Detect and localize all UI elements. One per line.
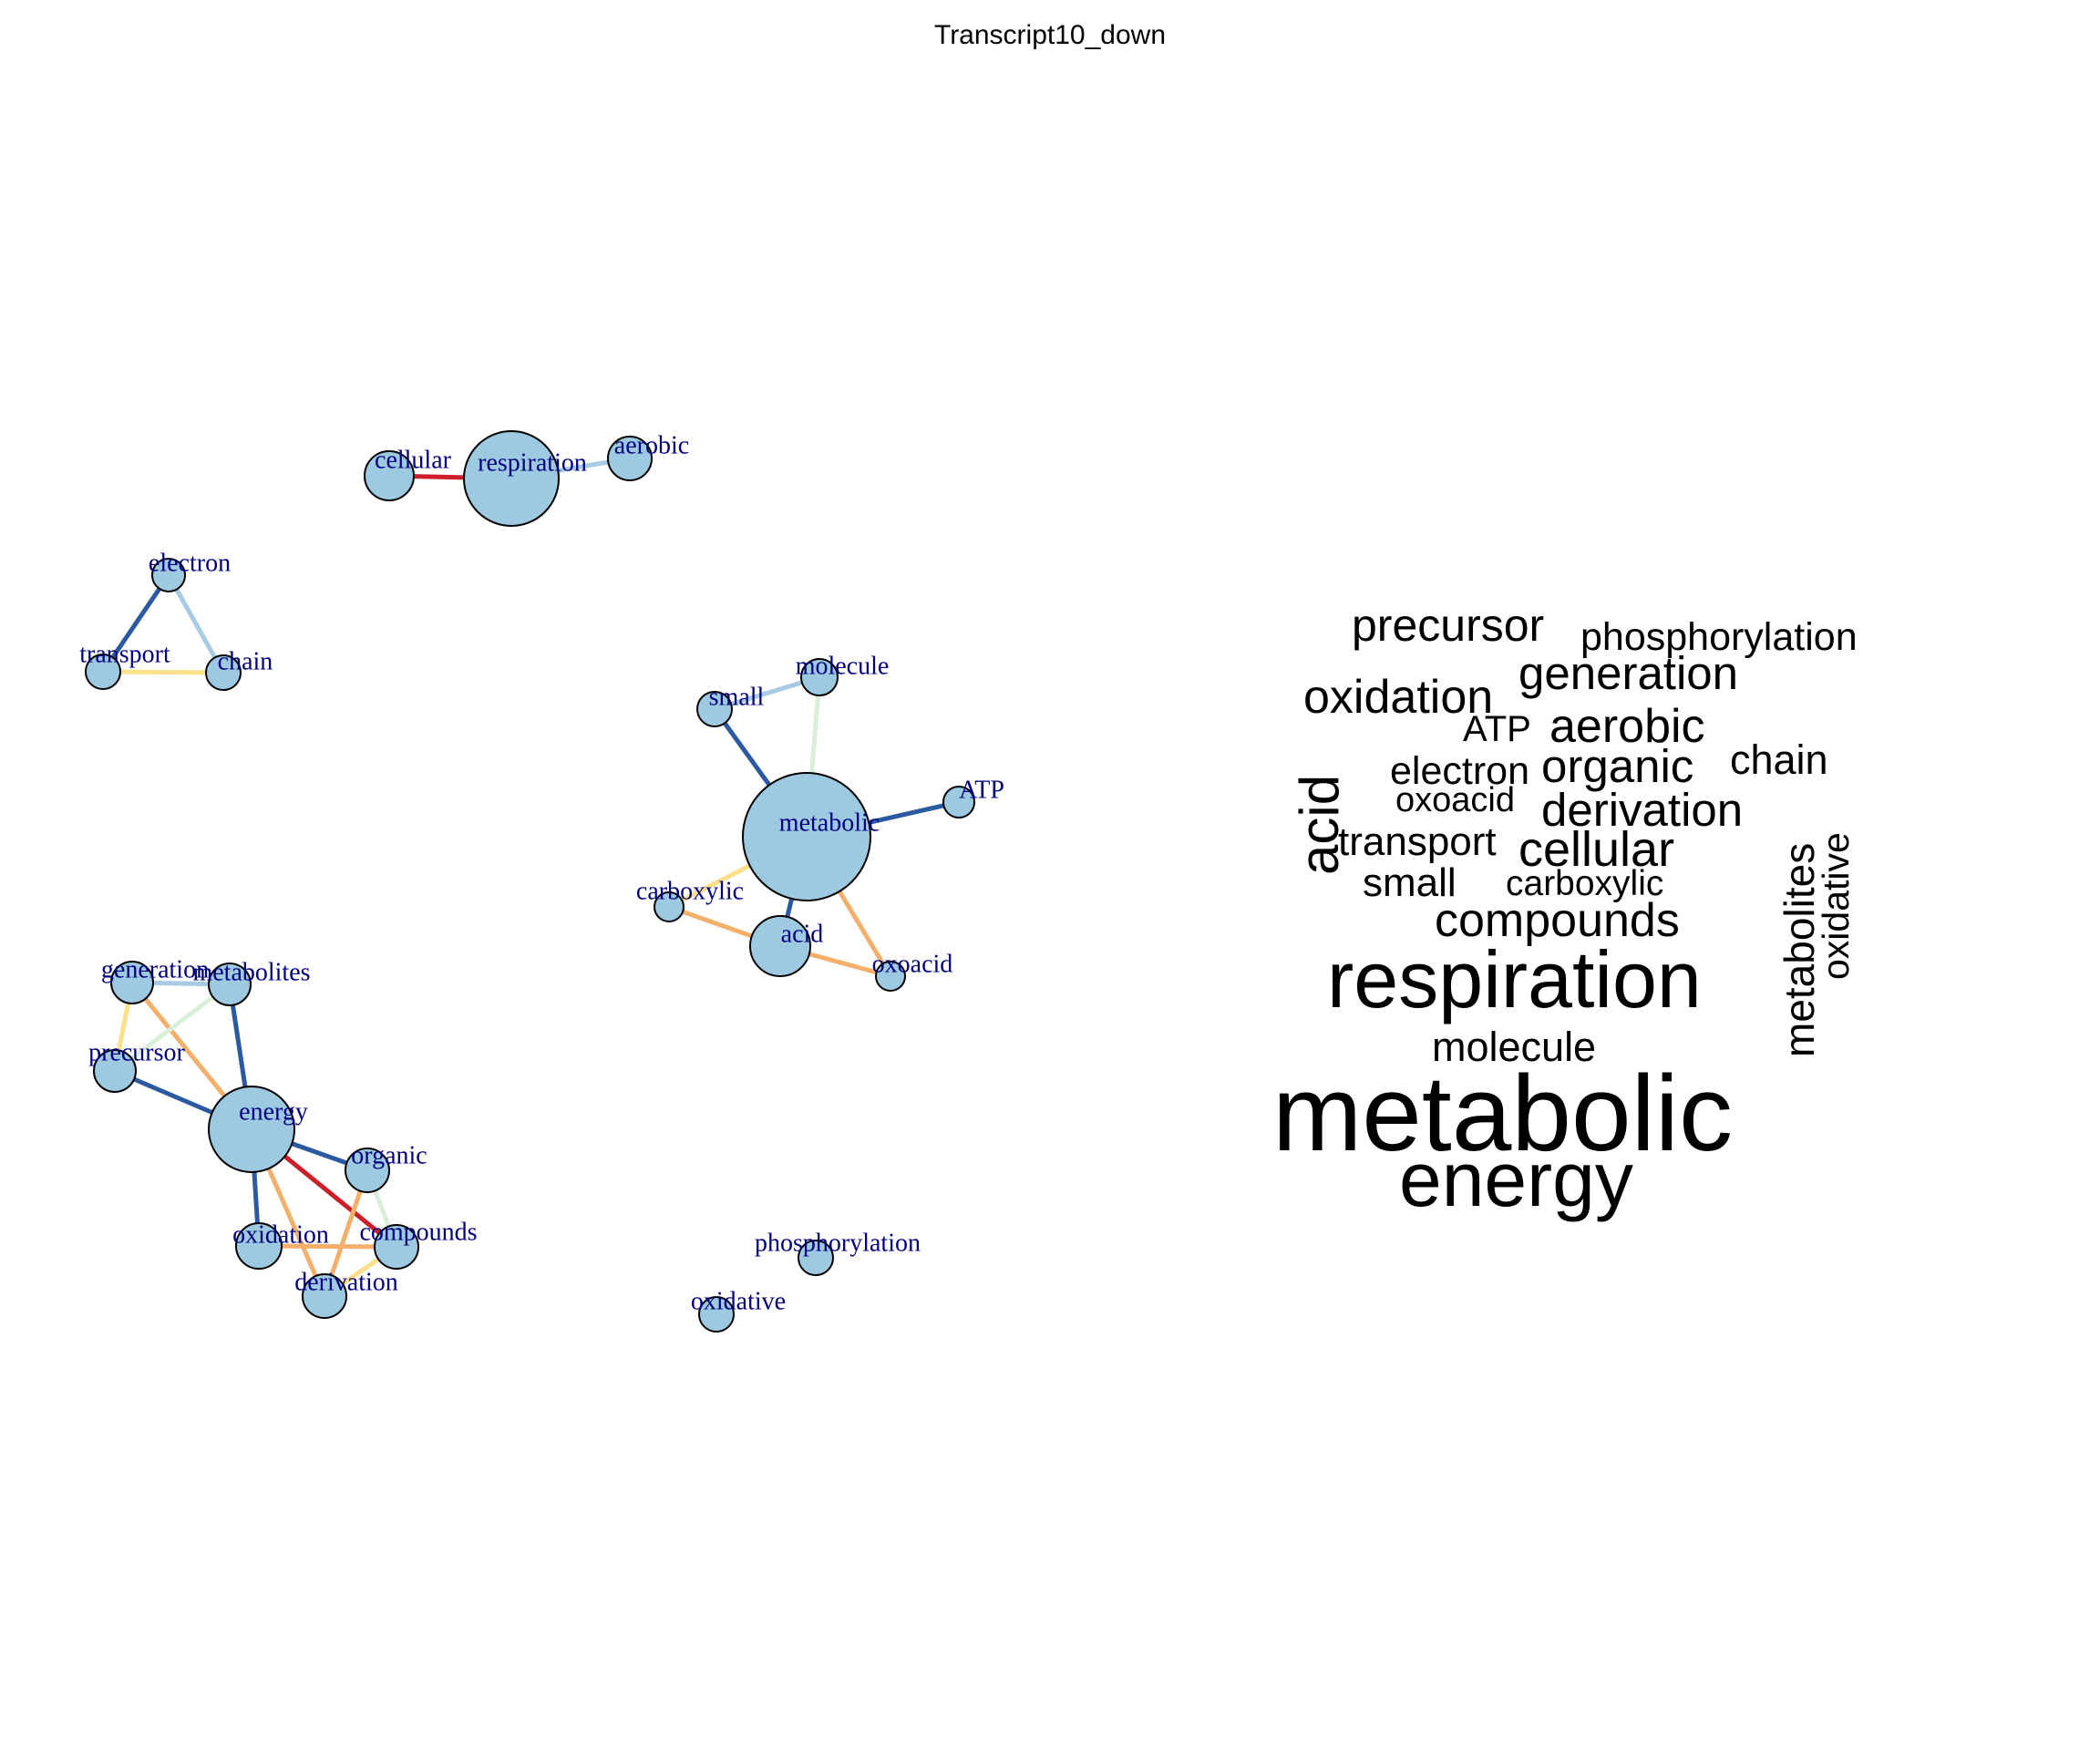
network-labels: cellular respiration aerobic electron transp… [79,432,1004,1316]
node-aerobic [607,436,653,481]
cloud-word-metabolic: metabolic [1272,1054,1733,1174]
node-metabolites [208,962,252,1006]
node-molecule [800,658,839,696]
node-small [696,691,733,727]
cloud-word-carboxylic: carboxylic [1506,864,1663,903]
cloud-word-transport: transport [1338,819,1497,864]
node-label-oxoacid: oxoacid [872,951,953,979]
cloud-word-respiration: respiration [1327,934,1702,1024]
node-compounds [374,1224,419,1270]
cloud-word-molecule: molecule [1432,1024,1596,1070]
cloud-word-cellular: cellular [1518,822,1674,877]
cloud-word-compounds: compounds [1435,894,1680,947]
node-label-phosphorylation: phosphorylation [755,1230,921,1258]
cloud-word-chain: chain [1730,736,1828,783]
network-nodes [85,430,975,1333]
node-label-aerobic: aerobic [614,432,689,460]
cloud-word-metabolites: metabolites [1776,843,1823,1057]
node-generation [110,961,154,1004]
edge-transport-chain [102,669,224,675]
node-label-chain: chain [218,648,273,676]
cloud-word-energy: energy [1399,1137,1633,1222]
node-carboxylic [654,891,685,922]
node-label-small: small [709,684,765,712]
node-label-electron: electron [149,550,231,578]
node-respiration [463,430,560,527]
node-label-organic: organic [351,1142,427,1170]
cloud-word-oxoacid: oxoacid [1395,781,1515,819]
node-phosphorylation [798,1240,834,1276]
figure-title: Transcript10_down [933,20,1167,50]
node-energy [208,1086,295,1173]
cloud-word-organic: organic [1541,740,1693,792]
cloud-word-derivation: derivation [1541,784,1743,836]
node-label-metabolic: metabolic [779,809,880,838]
node-label-oxidative: oxidative [691,1288,786,1316]
cloud-word-oxidative: oxidative [1815,832,1857,980]
node-organic [345,1148,390,1193]
cloud-word-generation: generation [1518,647,1738,699]
node-transport [85,654,121,690]
cloud-word-small: small [1363,860,1457,905]
node-oxidation [235,1222,283,1270]
node-label-ATP: ATP [959,777,1004,805]
network-graph: cellular respiration aerobic electron transp… [79,430,1004,1333]
node-oxidative [698,1296,735,1333]
node-oxoacid [875,961,906,992]
node-label-respiration: respiration [478,449,587,478]
node-ATP [942,786,975,818]
node-chain [205,654,242,691]
cloud-word-ATP: ATP [1463,709,1531,749]
cloud-word-acid: acid [1289,775,1350,875]
node-cellular [364,450,415,501]
cloud-word-precursor: precursor [1352,600,1544,651]
node-precursor [93,1049,137,1093]
node-label-precursor: precursor [88,1039,185,1067]
node-label-acid: acid [781,921,824,949]
cloud-word-oxidation: oxidation [1303,671,1493,724]
node-label-energy: energy [239,1098,308,1127]
node-label-metabolites: metabolites [192,959,310,987]
edge-electron-transport [100,573,171,674]
cloud-word-aerobic: aerobic [1549,700,1705,753]
node-label-transport: transport [79,641,170,669]
cloud-word-phosphorylation: phosphorylation [1580,615,1858,659]
node-metabolic [742,772,871,901]
node-acid [749,915,811,977]
edge-electron-chain [166,573,226,674]
node-label-derivation: derivation [294,1269,398,1297]
node-electron [151,558,186,592]
node-label-generation: generation [101,956,209,984]
edge-metabolites-precursor [113,983,232,1073]
node-label-oxidation: oxidation [232,1221,329,1250]
node-label-carboxylic: carboxylic [636,878,744,906]
node-label-cellular: cellular [375,447,452,475]
node-label-compounds: compounds [359,1219,477,1247]
node-derivation [302,1273,347,1319]
cloud-word-electron: electron [1390,749,1529,793]
node-label-molecule: molecule [796,653,890,681]
